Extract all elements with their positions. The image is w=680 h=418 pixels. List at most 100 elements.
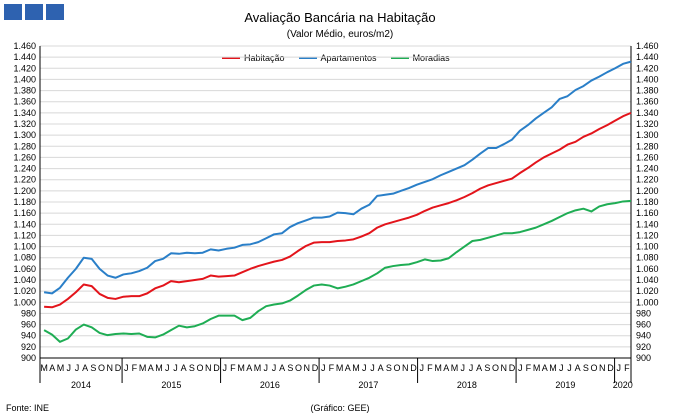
y-tick-label-right: 1.440 [636, 52, 659, 62]
y-tick-label-right: 940 [636, 331, 651, 341]
legend-label-moradias: Moradias [412, 53, 450, 63]
legend: Habitação Apartamentos Moradias [222, 53, 450, 63]
x-tick-label-month: S [386, 363, 392, 373]
logo-square-icon [25, 4, 43, 20]
x-tick-label-month: A [575, 363, 581, 373]
y-tick-label-right: 1.020 [636, 286, 659, 296]
logo-square-icon [4, 4, 22, 20]
y-tick-label-left: 1.180 [13, 197, 36, 207]
y-tick-label-left: 1.140 [13, 219, 36, 229]
y-tick-label-left: 1.220 [13, 175, 36, 185]
x-tick-label-month: M [336, 363, 344, 373]
x-tick-label-month: J [321, 363, 326, 373]
x-tick-label-month: M [139, 363, 147, 373]
y-tick-label-right: 1.220 [636, 175, 659, 185]
y-tick-label-right: 1.460 [636, 41, 659, 51]
y-tick-label-right: 1.420 [636, 63, 659, 73]
y-tick-label-right: 920 [636, 342, 651, 352]
x-tick-label-month: N [205, 363, 212, 373]
x-tick-label-month: J [272, 363, 277, 373]
x-tick-label-month: O [98, 363, 105, 373]
x-tick-label-month: D [410, 363, 417, 373]
y-tick-label-right: 980 [636, 308, 651, 318]
x-tick-label-month: J [362, 363, 367, 373]
x-tick-label-month: N [304, 363, 311, 373]
y-tick-label-left: 960 [21, 320, 36, 330]
legend-label-apartamentos: Apartamentos [320, 53, 377, 63]
y-tick-label-right: 1.080 [636, 253, 659, 263]
x-tick-label-month: N [107, 363, 114, 373]
y-tick-label-right: 1.000 [636, 297, 659, 307]
y-tick-label-right: 1.280 [636, 141, 659, 151]
x-tick-label-month: J [66, 363, 71, 373]
x-tick-label-month: F [329, 363, 335, 373]
x-tick-label-month: A [443, 363, 449, 373]
x-tick-label-month: M [155, 363, 163, 373]
y-tick-label-left: 1.460 [13, 41, 36, 51]
x-tick-label-month: J [263, 363, 268, 373]
x-tick-label-month: O [197, 363, 204, 373]
y-tick-label-right: 1.240 [636, 164, 659, 174]
y-tick-label-left: 980 [21, 308, 36, 318]
legend-swatch-apartamentos [298, 57, 317, 59]
x-tick-label-month: N [402, 363, 409, 373]
x-tick-label-year: 2014 [71, 380, 91, 390]
x-tick-label-month: D [607, 363, 614, 373]
x-tick-label-month: F [526, 363, 532, 373]
y-tick-label-left: 1.440 [13, 52, 36, 62]
series-layer [43, 60, 632, 343]
x-tick-label-month: O [591, 363, 598, 373]
legend-item-moradias: Moradias [390, 53, 450, 63]
y-tick-label-left: 1.080 [13, 253, 36, 263]
legend-swatch-moradias [390, 57, 409, 59]
x-tick-label-month: J [173, 363, 178, 373]
y-tick-label-right: 1.300 [636, 130, 659, 140]
x-tick-label-month: A [181, 363, 187, 373]
y-tick-label-left: 940 [21, 331, 36, 341]
x-tick-label-year: 2018 [457, 380, 477, 390]
x-tick-label-month: J [222, 363, 227, 373]
x-tick-label-month: J [419, 363, 424, 373]
x-tick-label-month: O [394, 363, 401, 373]
x-tick-label-year: 2017 [358, 380, 378, 390]
x-tick-label-month: A [82, 363, 88, 373]
y-tick-label-right: 1.180 [636, 197, 659, 207]
x-tick-label-month: D [509, 363, 516, 373]
x-tick-label-month: J [616, 363, 621, 373]
y-tick-label-right: 1.120 [636, 230, 659, 240]
y-tick-label-right: 1.100 [636, 242, 659, 252]
x-tick-label-month: J [567, 363, 572, 373]
y-tick-label-left: 1.120 [13, 230, 36, 240]
x-tick-label-month: M [549, 363, 557, 373]
y-tick-label-left: 1.160 [13, 208, 36, 218]
y-tick-label-left: 1.380 [13, 86, 36, 96]
x-tick-label-month: F [624, 363, 630, 373]
y-tick-label-left: 1.260 [13, 152, 36, 162]
x-tick-label-year: 2015 [161, 380, 181, 390]
x-tick-label-month: N [599, 363, 606, 373]
y-tick-label-left: 1.040 [13, 275, 36, 285]
y-tick-label-left: 900 [21, 353, 36, 363]
legend-swatch-habitacao [222, 57, 240, 59]
x-tick-label-month: S [484, 363, 490, 373]
y-tick-label-right: 1.140 [636, 219, 659, 229]
x-tick-label-month: M [237, 363, 245, 373]
x-tick-label-month: A [49, 363, 55, 373]
y-tick-label-right: 1.360 [636, 97, 659, 107]
x-tick-label-month: J [559, 363, 564, 373]
x-tick-label-month: M [451, 363, 459, 373]
x-tick-label-month: J [75, 363, 80, 373]
x-tick-label-month: A [279, 363, 285, 373]
y-tick-label-right: 1.260 [636, 152, 659, 162]
y-tick-label-left: 1.100 [13, 242, 36, 252]
x-tick-label-month: F [230, 363, 236, 373]
logo-square-icon [46, 4, 64, 20]
y-tick-label-right: 960 [636, 320, 651, 330]
x-tick-label-month: J [124, 363, 129, 373]
x-tick-label-month: S [189, 363, 195, 373]
x-tick-label-month: F [427, 363, 433, 373]
x-tick-label-month: J [518, 363, 523, 373]
y-tick-label-left: 1.020 [13, 286, 36, 296]
